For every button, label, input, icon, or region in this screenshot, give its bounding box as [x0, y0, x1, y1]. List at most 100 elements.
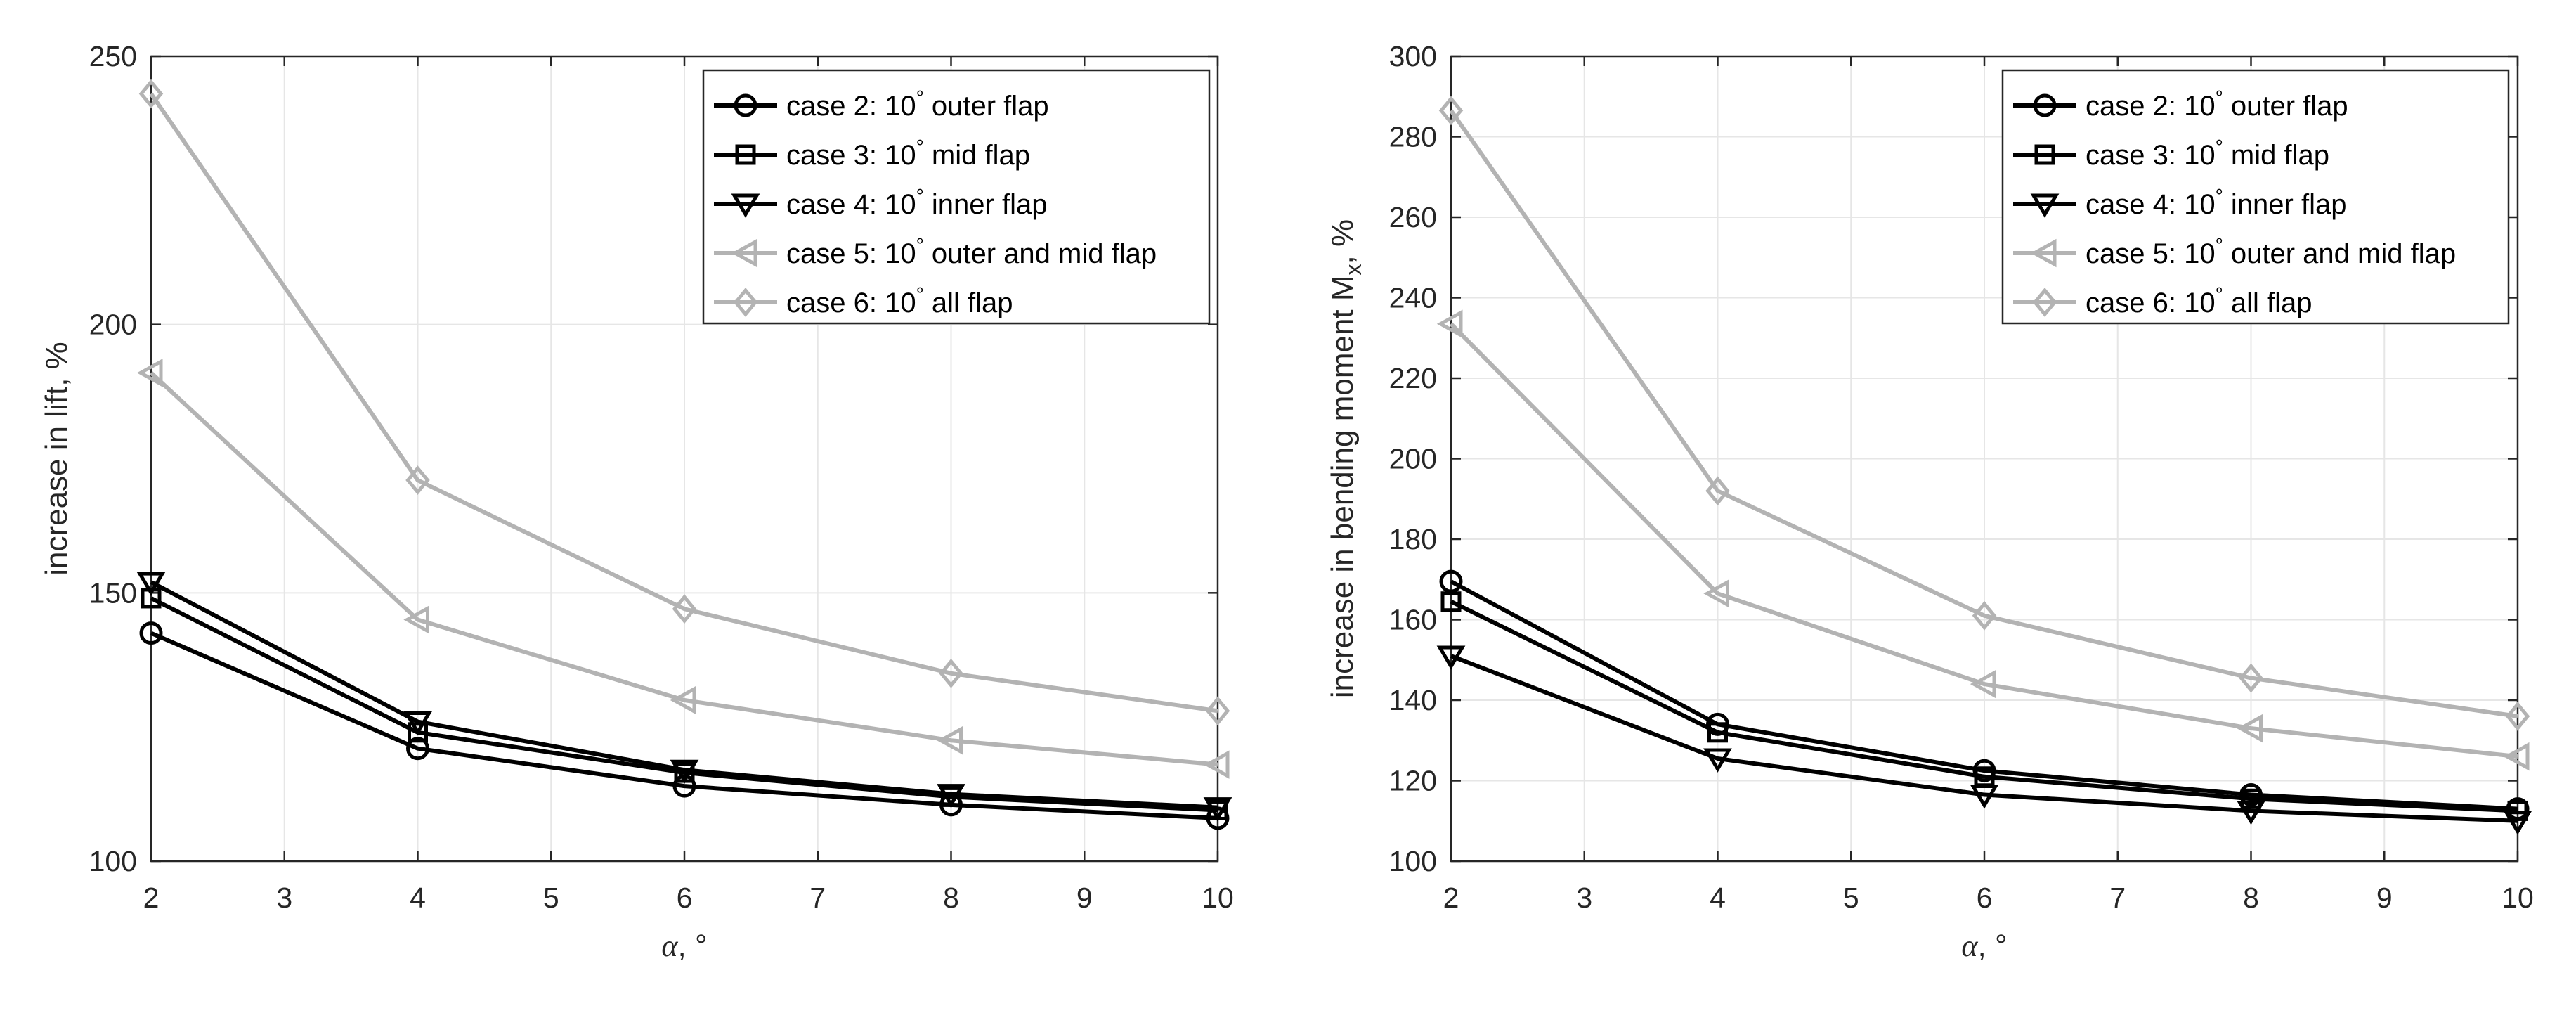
- data-point-triangle-left: [1436, 309, 1463, 338]
- data-point-triangle-down: [1970, 785, 1999, 809]
- data-point-diamond: [1972, 600, 1997, 631]
- degree-symbol: °: [916, 86, 924, 108]
- y-tick-label: 120: [1389, 765, 1437, 797]
- legend-label: case 3: 10° mid flap: [2086, 136, 2329, 171]
- data-point-diamond: [672, 594, 697, 624]
- data-point-diamond: [939, 658, 963, 688]
- legend-entry: case 2: 10° outer flap: [714, 86, 1049, 122]
- x-axis-label-unit: , °: [678, 929, 708, 963]
- legend-box: [702, 69, 1211, 325]
- legend-label-suffix: mid flap: [924, 140, 1030, 171]
- series-case-5-10-outer-and-mid-flap: [1436, 309, 2530, 771]
- x-tick-label: 2: [1443, 882, 1459, 914]
- degree-symbol: °: [916, 234, 924, 256]
- x-axis-label-unit: , °: [1978, 929, 2008, 963]
- legend-label-prefix: case 4: 10: [786, 189, 916, 220]
- data-point-diamond: [1205, 696, 1230, 726]
- legend-entry: case 5: 10° outer and mid flap: [2013, 234, 2456, 269]
- legend-marker-triangle-left: [2030, 238, 2057, 268]
- x-tick-label: 7: [809, 882, 826, 914]
- legend-label: case 3: 10° mid flap: [786, 136, 1030, 171]
- x-tick-label: 2: [143, 882, 160, 914]
- x-axis-label-symbol: α: [661, 929, 678, 963]
- x-tick-label: 3: [1576, 882, 1592, 914]
- series-line: [150, 596, 1218, 813]
- x-tick-label: 8: [943, 882, 959, 914]
- legend-label-suffix: mid flap: [2223, 140, 2329, 171]
- y-tick-label: 240: [1389, 282, 1437, 314]
- legend-marker-square: [2034, 144, 2055, 165]
- y-axis-label: increase in bending moment Mx, %: [1325, 219, 1366, 698]
- y-tick-label: 260: [1389, 201, 1437, 233]
- y-axis-label-tail: , %: [1325, 219, 1360, 264]
- degree-symbol: °: [916, 185, 924, 207]
- y-tick-label: 150: [89, 576, 137, 609]
- y-tick-label: 100: [89, 845, 137, 877]
- y-tick-label: 220: [1389, 362, 1437, 394]
- x-tick-label: 6: [1977, 882, 1993, 914]
- data-point-diamond: [405, 465, 430, 495]
- legend-label: case 6: 10° all flap: [786, 283, 1013, 318]
- degree-symbol: °: [2216, 86, 2223, 108]
- degree-symbol: °: [2216, 136, 2223, 157]
- y-axis-label-subscript: x: [1341, 264, 1366, 275]
- legend-marker-diamond: [733, 288, 758, 317]
- legend-marker-triangle-left: [731, 238, 757, 268]
- legend-entry: case 3: 10° mid flap: [2013, 136, 2329, 171]
- x-tick-label: 10: [1202, 882, 1234, 914]
- legend-label-prefix: case 3: 10: [786, 140, 916, 171]
- y-tick-label: 300: [1389, 40, 1437, 72]
- data-point-diamond: [1438, 96, 1464, 126]
- x-tick-label: 6: [677, 882, 693, 914]
- degree-symbol: °: [2216, 185, 2223, 207]
- legend-label: case 2: 10° outer flap: [786, 86, 1049, 122]
- legend-label-suffix: outer flap: [2223, 91, 2348, 122]
- y-tick-label: 200: [1389, 443, 1437, 475]
- data-point-triangle-left: [2237, 714, 2263, 743]
- legend-label: case 4: 10° inner flap: [2086, 185, 2346, 220]
- data-point-triangle-down: [1703, 748, 1732, 773]
- series-case-4-10-inner-flap: [136, 572, 1232, 822]
- x-axis-label: α, °: [1961, 929, 2007, 963]
- legend-label: case 6: 10° all flap: [2086, 283, 2312, 318]
- data-point-triangle-left: [670, 685, 696, 715]
- series-line: [149, 371, 1218, 767]
- data-point-triangle-down: [2237, 800, 2265, 825]
- x-axis-label: α, °: [661, 929, 707, 963]
- x-tick-label: 5: [1843, 882, 1859, 914]
- legend-label-prefix: case 2: 10: [2086, 91, 2216, 122]
- legend-entry: case 5: 10° outer and mid flap: [714, 234, 1157, 269]
- legend-entry: case 3: 10° mid flap: [714, 136, 1030, 171]
- legend-entry: case 2: 10° outer flap: [2013, 86, 2348, 122]
- y-axis-label-main: increase in lift, %: [39, 342, 74, 576]
- data-point-diamond: [1705, 476, 1730, 506]
- legend-entry: case 4: 10° inner flap: [714, 185, 1047, 220]
- data-point-triangle-down: [2503, 811, 2532, 835]
- legend-label: case 4: 10° inner flap: [786, 185, 1047, 220]
- y-tick-label: 140: [1389, 684, 1437, 716]
- legend-label-prefix: case 3: 10: [2086, 140, 2216, 171]
- data-point-triangle-down: [1436, 645, 1466, 670]
- y-tick-label: 180: [1389, 523, 1437, 555]
- x-axis-label-symbol: α: [1961, 929, 1978, 963]
- data-point-diamond: [2505, 701, 2530, 731]
- data-point-circle: [139, 621, 163, 645]
- data-point-triangle-down: [670, 759, 699, 785]
- x-tick-label: 5: [543, 882, 559, 914]
- legend-label-prefix: case 5: 10: [786, 238, 916, 269]
- series-case-6-10-all-flap: [1438, 96, 2530, 731]
- data-point-circle: [406, 737, 429, 761]
- data-point-square: [1707, 722, 1728, 743]
- series-case-4-10-inner-flap: [1436, 645, 2532, 835]
- series-case-5-10-outer-and-mid-flap: [136, 359, 1230, 779]
- legend-marker-circle: [2033, 93, 2057, 117]
- series-line: [1450, 579, 2518, 811]
- data-point-triangle-left: [2503, 742, 2530, 771]
- legend-label-prefix: case 2: 10: [786, 91, 916, 122]
- data-point-triangle-down: [403, 711, 432, 736]
- legend-label-prefix: case 6: 10: [786, 288, 916, 318]
- x-tick-label: 8: [2243, 882, 2259, 914]
- y-tick-label: 250: [89, 40, 137, 72]
